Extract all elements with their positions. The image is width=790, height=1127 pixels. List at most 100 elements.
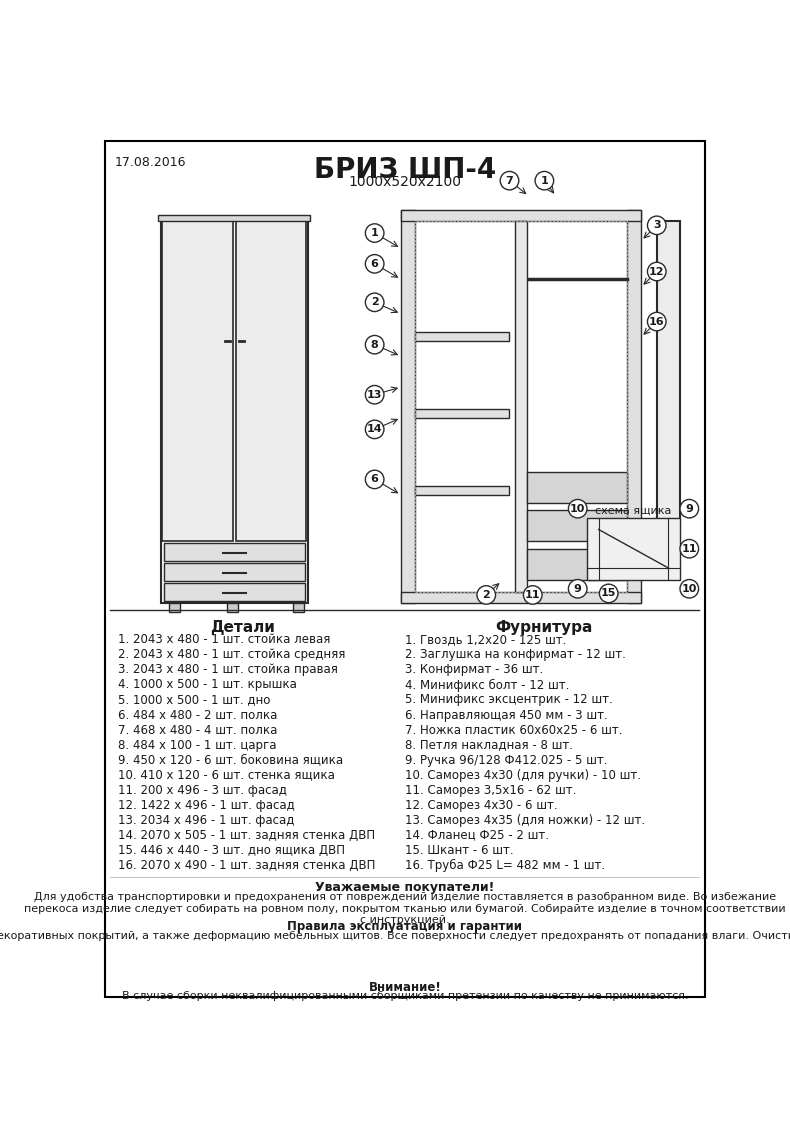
Bar <box>160 218 308 603</box>
Bar <box>401 210 415 603</box>
Text: 14. Фланец Ф25 - 2 шт.: 14. Фланец Ф25 - 2 шт. <box>404 828 549 842</box>
Bar <box>236 219 307 541</box>
Text: 5. Минификс эксцентрик - 12 шт.: 5. Минификс эксцентрик - 12 шт. <box>404 693 612 707</box>
Text: 13: 13 <box>367 390 382 400</box>
Text: 7. 468 х 480 - 4 шт. полка: 7. 468 х 480 - 4 шт. полка <box>118 724 277 737</box>
Text: схема ящика: схема ящика <box>595 505 672 515</box>
Text: 3: 3 <box>653 221 660 230</box>
Text: 6. Направляющая 450 мм - 3 шт.: 6. Направляющая 450 мм - 3 шт. <box>404 709 608 721</box>
Circle shape <box>365 420 384 438</box>
Text: 1: 1 <box>371 228 378 238</box>
Text: 13. Саморез 4х35 (для ножки) - 12 шт.: 13. Саморез 4х35 (для ножки) - 12 шт. <box>404 814 645 826</box>
Text: 11. 200 х 496 - 3 шт. фасад: 11. 200 х 496 - 3 шт. фасад <box>118 783 287 797</box>
Text: 9. Ручка 96/128 Ф412.025 - 5 шт.: 9. Ручка 96/128 Ф412.025 - 5 шт. <box>404 754 608 766</box>
Circle shape <box>365 224 384 242</box>
Bar <box>627 210 641 603</box>
Text: 9: 9 <box>574 584 581 594</box>
Text: 6: 6 <box>371 474 378 485</box>
Text: Детали: Детали <box>209 620 275 635</box>
Circle shape <box>500 171 519 190</box>
Text: Правила эксплуатация и гарантии: Правила эксплуатация и гарантии <box>288 920 522 933</box>
Circle shape <box>365 293 384 311</box>
Text: 12: 12 <box>649 266 664 276</box>
Text: 17.08.2016: 17.08.2016 <box>115 156 186 169</box>
Text: 2: 2 <box>371 298 378 308</box>
Bar <box>227 603 239 612</box>
Circle shape <box>365 336 384 354</box>
Circle shape <box>535 171 554 190</box>
Bar <box>515 221 527 592</box>
Circle shape <box>524 586 542 604</box>
Circle shape <box>648 263 666 281</box>
Circle shape <box>477 586 495 604</box>
Circle shape <box>568 499 587 518</box>
Bar <box>164 543 305 561</box>
Text: 9. 450 х 120 - 6 шт. боковина ящика: 9. 450 х 120 - 6 шт. боковина ящика <box>118 754 343 766</box>
Bar <box>587 518 680 579</box>
Bar <box>164 564 305 582</box>
Circle shape <box>365 470 384 489</box>
Text: Для удобства транспортировки и предохранения от повреждений изделие поставляется: Для удобства транспортировки и предохран… <box>24 893 786 925</box>
Text: 14: 14 <box>367 425 382 434</box>
Text: 7: 7 <box>506 176 514 186</box>
Text: 10: 10 <box>570 504 585 514</box>
Text: 2. Заглушка на конфирмат - 12 шт.: 2. Заглушка на конфирмат - 12 шт. <box>404 648 626 662</box>
Text: 1: 1 <box>540 176 548 186</box>
Bar <box>164 584 305 601</box>
Text: 16. 2070 х 490 - 1 шт. задняя стенка ДВП: 16. 2070 х 490 - 1 шт. задняя стенка ДВП <box>118 859 375 871</box>
Text: 8. 484 х 100 - 1 шт. царга: 8. 484 х 100 - 1 шт. царга <box>118 738 276 752</box>
Bar <box>168 603 180 612</box>
Circle shape <box>680 499 698 518</box>
Text: Изделие нужно эксплуатировать в сухих помещениях. Сырость и близость расположени: Изделие нужно эксплуатировать в сухих по… <box>0 931 790 941</box>
Circle shape <box>680 579 698 598</box>
Circle shape <box>568 579 587 598</box>
Circle shape <box>600 584 618 603</box>
Bar <box>656 221 680 525</box>
Text: 1000x520x2100: 1000x520x2100 <box>348 176 461 189</box>
Text: 10: 10 <box>682 584 697 594</box>
Bar <box>415 486 509 495</box>
Bar <box>528 472 627 503</box>
Text: 10. Саморез 4х30 (для ручки) - 10 шт.: 10. Саморез 4х30 (для ручки) - 10 шт. <box>404 769 641 781</box>
Bar <box>415 331 509 340</box>
Text: 13. 2034 х 496 - 1 шт. фасад: 13. 2034 х 496 - 1 шт. фасад <box>118 814 295 826</box>
Circle shape <box>648 216 666 234</box>
Text: 10. 410 х 120 - 6 шт. стенка ящика: 10. 410 х 120 - 6 шт. стенка ящика <box>118 769 335 781</box>
Text: 11: 11 <box>682 543 697 553</box>
Text: 11. Саморез 3,5х16 - 62 шт.: 11. Саморез 3,5х16 - 62 шт. <box>404 783 576 797</box>
Text: 9: 9 <box>686 504 694 514</box>
Bar <box>415 409 509 418</box>
Circle shape <box>365 255 384 273</box>
Text: 3. 2043 х 480 - 1 шт. стойка правая: 3. 2043 х 480 - 1 шт. стойка правая <box>118 664 338 676</box>
Text: 12. Саморез 4х30 - 6 шт.: 12. Саморез 4х30 - 6 шт. <box>404 799 558 811</box>
Text: 8. Петля накладная - 8 шт.: 8. Петля накладная - 8 шт. <box>404 738 573 752</box>
Text: 3. Конфирмат - 36 шт.: 3. Конфирмат - 36 шт. <box>404 664 544 676</box>
Text: 7. Ножка пластик 60х60х25 - 6 шт.: 7. Ножка пластик 60х60х25 - 6 шт. <box>404 724 623 737</box>
Circle shape <box>365 385 384 403</box>
Text: БРИЗ ШП-4: БРИЗ ШП-4 <box>314 156 496 184</box>
Text: 16. Труба Ф25 L= 482 мм - 1 шт.: 16. Труба Ф25 L= 482 мм - 1 шт. <box>404 859 605 872</box>
Text: 4. 1000 х 500 - 1 шт. крышка: 4. 1000 х 500 - 1 шт. крышка <box>118 678 297 692</box>
Text: 2: 2 <box>483 589 490 600</box>
Text: 15. Шкант - 6 шт.: 15. Шкант - 6 шт. <box>404 844 514 857</box>
Bar <box>528 511 627 541</box>
Text: 2. 2043 х 480 - 1 шт. стойка средняя: 2. 2043 х 480 - 1 шт. стойка средняя <box>118 648 345 662</box>
Bar <box>292 603 304 612</box>
Text: 15. 446 х 440 - 3 шт. дно ящика ДВП: 15. 446 х 440 - 3 шт. дно ящика ДВП <box>118 844 345 857</box>
Text: 4. Минификс болт - 12 шт.: 4. Минификс болт - 12 шт. <box>404 678 570 692</box>
Text: 6. 484 х 480 - 2 шт. полка: 6. 484 х 480 - 2 шт. полка <box>118 709 277 721</box>
Text: 14. 2070 х 505 - 1 шт. задняя стенка ДВП: 14. 2070 х 505 - 1 шт. задняя стенка ДВП <box>118 828 375 842</box>
Text: Фурнитура: Фурнитура <box>495 620 593 635</box>
Text: Внимание!: Внимание! <box>368 982 442 994</box>
Circle shape <box>648 312 666 331</box>
Text: 5. 1000 х 500 - 1 шт. дно: 5. 1000 х 500 - 1 шт. дно <box>118 693 270 707</box>
Text: В случае сборки неквалифицированными сборщиками претензии по качеству не принима: В случае сборки неквалифицированными сбо… <box>122 992 688 1002</box>
Bar <box>415 221 627 592</box>
Text: 15: 15 <box>601 588 616 598</box>
Bar <box>159 214 310 221</box>
Text: 11: 11 <box>525 589 540 600</box>
Bar <box>162 219 233 541</box>
Bar <box>401 210 641 221</box>
Text: 12. 1422 х 496 - 1 шт. фасад: 12. 1422 х 496 - 1 шт. фасад <box>118 799 295 811</box>
Text: 8: 8 <box>371 339 378 349</box>
